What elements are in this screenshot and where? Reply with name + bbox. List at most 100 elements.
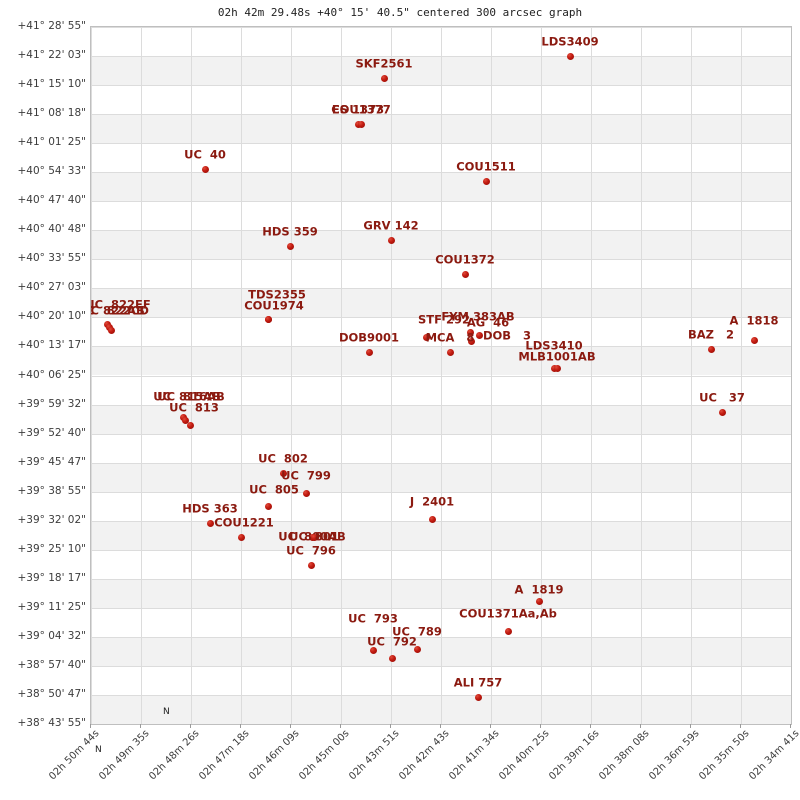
y-axis-tick-label: +41° 22' 03" xyxy=(17,49,86,62)
data-point-label: DOB 3 xyxy=(482,328,532,343)
data-point[interactable] xyxy=(422,333,430,341)
data-point[interactable] xyxy=(461,270,469,278)
grid-line-vertical xyxy=(291,27,292,724)
x-axis-tick-label: 02h 46m 09s xyxy=(247,728,302,783)
data-point[interactable] xyxy=(302,489,310,497)
y-axis-tick-label: +39° 11' 25" xyxy=(17,600,86,613)
data-point[interactable] xyxy=(446,348,454,356)
x-axis-tick-mark xyxy=(740,724,741,728)
y-axis-tick-label: +40° 33' 55" xyxy=(17,252,86,265)
data-point-label: UC 816AB xyxy=(157,389,225,404)
x-axis-tick-mark xyxy=(290,724,291,728)
data-point[interactable] xyxy=(307,561,315,569)
data-point-label: AG 46 xyxy=(466,315,510,330)
data-point[interactable] xyxy=(206,519,214,527)
x-axis-tick-label: 02h 43m 51s xyxy=(347,728,402,783)
data-point-label: MCA 8 xyxy=(425,330,475,345)
data-point[interactable] xyxy=(504,627,512,635)
data-point[interactable] xyxy=(466,328,474,336)
data-point[interactable] xyxy=(237,533,245,541)
data-point-label: COU1371Aa,Ab xyxy=(459,606,557,621)
x-axis-tick-label: 02h 48m 26s xyxy=(147,728,202,783)
data-point[interactable] xyxy=(201,165,209,173)
grid-line-vertical xyxy=(341,27,342,724)
y-axis-tick-label: +41° 28' 55" xyxy=(17,20,86,32)
grid-line-vertical xyxy=(191,27,192,724)
data-point-label: FYM 383AB xyxy=(441,309,515,324)
data-point[interactable] xyxy=(467,337,475,345)
data-point[interactable] xyxy=(380,74,388,82)
y-axis-tick-label: +41° 01' 25" xyxy=(17,136,86,149)
data-point[interactable] xyxy=(388,654,396,662)
data-point[interactable] xyxy=(707,345,715,353)
data-point[interactable] xyxy=(475,331,483,339)
data-point[interactable] xyxy=(718,408,726,416)
data-point-label: UC 796 xyxy=(286,543,336,558)
data-point-label: J 2401 xyxy=(409,494,455,509)
grid-line-vertical xyxy=(691,27,692,724)
data-point[interactable] xyxy=(387,236,395,244)
data-point-label: UC 813 xyxy=(169,400,219,415)
grid-line-vertical xyxy=(591,27,592,724)
grid-line-vertical xyxy=(91,27,92,724)
x-axis-tick-mark xyxy=(140,724,141,728)
data-point[interactable] xyxy=(413,645,421,653)
data-point[interactable] xyxy=(750,336,758,344)
data-point[interactable] xyxy=(264,315,272,323)
x-axis-tick-label: 02h 38m 08s xyxy=(597,728,652,783)
y-axis-tick-label: +39° 59' 32" xyxy=(17,397,86,410)
data-point[interactable] xyxy=(553,364,561,372)
data-point-label: A 1818 xyxy=(729,313,779,328)
y-axis-tick-label: +40° 20' 10" xyxy=(17,310,86,323)
y-axis-tick-label: +39° 32' 02" xyxy=(17,513,86,526)
y-axis-tick-label: +40° 54' 33" xyxy=(17,165,86,178)
x-axis-tick-label: 02h 34m 41s xyxy=(747,728,800,783)
data-point-label: DOB9001 xyxy=(338,330,400,345)
data-point[interactable] xyxy=(428,515,436,523)
data-point-label: UC 40 xyxy=(184,147,226,162)
data-point[interactable] xyxy=(107,326,115,334)
data-point[interactable] xyxy=(535,597,543,605)
data-point[interactable] xyxy=(264,502,272,510)
x-axis-tick-mark xyxy=(90,724,91,728)
x-axis-tick-label: 02h 49m 35s xyxy=(97,728,152,783)
data-point[interactable] xyxy=(566,52,574,60)
data-point-label: STF 292 xyxy=(418,312,470,327)
y-axis-tick-label: +38° 57' 40" xyxy=(17,658,86,671)
data-point[interactable] xyxy=(181,416,189,424)
data-point[interactable] xyxy=(186,421,194,429)
data-point[interactable] xyxy=(474,693,482,701)
x-axis-tick-label: 02h 36m 59s xyxy=(647,728,702,783)
data-point-label: MLB1001AB xyxy=(518,349,596,364)
data-point-label: UC 802 xyxy=(258,451,308,466)
grid-line-vertical xyxy=(241,27,242,724)
grid-line-vertical xyxy=(491,27,492,724)
data-point-label: TDS2355 xyxy=(248,287,306,302)
x-axis-tick-label: 02h 47m 18s xyxy=(197,728,252,783)
data-point-label: UC 37 xyxy=(699,390,745,405)
data-point[interactable] xyxy=(357,120,365,128)
data-point-label: ALI 757 xyxy=(453,675,503,690)
x-axis-tick-label: 02h 35m 50s xyxy=(697,728,752,783)
data-point[interactable] xyxy=(279,469,287,477)
data-point-label: COU1221 xyxy=(214,515,274,530)
x-axis-tick-mark xyxy=(490,724,491,728)
data-point[interactable] xyxy=(369,646,377,654)
data-point[interactable] xyxy=(310,533,318,541)
y-axis-tick-label: +39° 38' 55" xyxy=(17,484,86,497)
data-point-label: LDS3410 xyxy=(525,338,583,353)
y-axis-tick-label: +39° 52' 40" xyxy=(17,426,86,439)
data-point[interactable] xyxy=(365,348,373,356)
y-axis-tick-label: +40° 47' 40" xyxy=(17,194,86,207)
data-point[interactable] xyxy=(482,177,490,185)
x-axis-tick-label: 02h 39m 16s xyxy=(547,728,602,783)
y-axis-tick-label: +40° 13' 17" xyxy=(17,339,86,352)
x-axis-tick-mark xyxy=(790,724,791,728)
data-point-label: BAZ 2 xyxy=(687,327,735,342)
data-point[interactable] xyxy=(286,242,294,250)
grid-line-vertical xyxy=(791,27,792,724)
grid-line-vertical xyxy=(391,27,392,724)
grid-line-vertical xyxy=(641,27,642,724)
data-point-label: UC 792 xyxy=(367,634,417,649)
